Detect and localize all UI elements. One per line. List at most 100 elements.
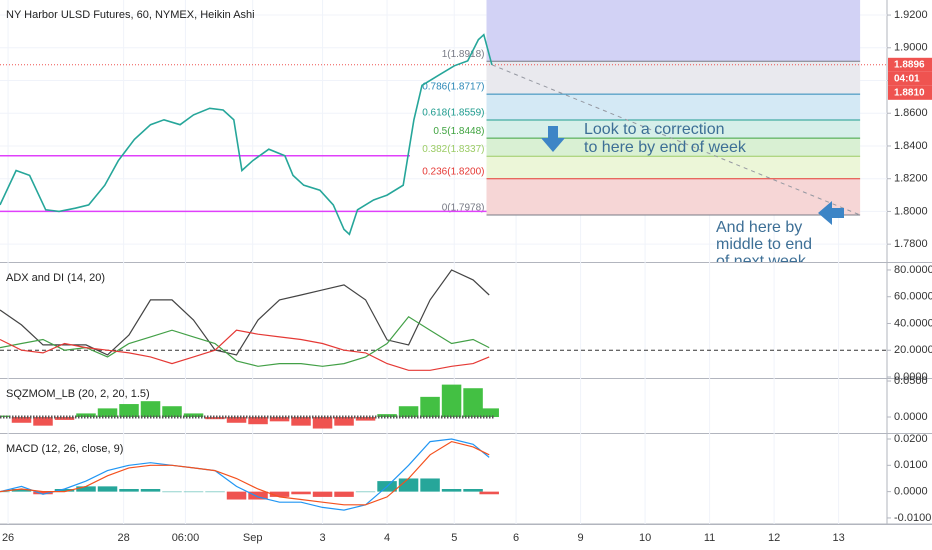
y-tick-label: 60.0000 [894, 291, 932, 303]
countdown-text: 04:01 [894, 73, 920, 84]
fib-label: 0.382(1.8337) [422, 144, 484, 155]
fib-label: 0.5(1.8448) [433, 126, 484, 137]
histogram-bar [0, 415, 10, 418]
line-series [0, 329, 490, 371]
y-tick-label: 80.0000 [894, 264, 932, 276]
x-tick-label: 11 [704, 532, 715, 544]
annotation-text: of next week [716, 253, 807, 270]
y-tick-label: 0.0200 [894, 433, 928, 445]
y-tick-label: 1.8600 [894, 107, 928, 119]
histogram-bar [119, 404, 139, 418]
histogram-bar [226, 417, 247, 423]
histogram-bar [420, 478, 440, 492]
line-series [0, 269, 490, 356]
histogram-bar [97, 486, 118, 492]
y-tick-label: 0.0500 [894, 375, 928, 387]
y-tick-label: 0.0100 [894, 459, 928, 471]
histogram-bar [205, 417, 225, 420]
histogram-bar [183, 491, 204, 493]
line-series [0, 440, 490, 506]
histogram-bar [140, 489, 161, 492]
second-price-label: 1.8810 [894, 87, 925, 98]
y-tick-label: 1.9000 [894, 42, 928, 54]
annotation-text: And here by [716, 219, 802, 236]
fib-top-band [486, 0, 861, 62]
y-tick-label: 0.0000 [894, 371, 928, 383]
trend-line [491, 64, 861, 216]
panel: 1(1.8918) 0.786(1.8717) 0.618(1.8559) 0.5(1… [0, 0, 887, 270]
histogram-bar [355, 417, 376, 421]
y-tick-label: 40.0000 [894, 317, 932, 329]
histogram-bar [463, 489, 483, 492]
histogram-bar [334, 417, 354, 426]
last-price-marker [888, 57, 932, 72]
fib-label: 1(1.8918) [442, 49, 485, 60]
fib-band [486, 61, 861, 95]
y-tick-label: 1.8200 [894, 173, 928, 185]
x-tick-label: 6 [513, 532, 519, 544]
y-tick-label: 1.8000 [894, 205, 928, 217]
y-tick-label: 1.9200 [894, 9, 928, 21]
fib-label: 0.786(1.8717) [422, 82, 484, 93]
fib-band [486, 119, 861, 139]
y-tick-label: 1.8400 [894, 140, 928, 152]
arrow-down [541, 126, 565, 152]
fib-band [486, 138, 861, 157]
y-tick-label: 1.7800 [894, 238, 928, 250]
histogram-bar [162, 406, 182, 418]
second-price-marker [888, 85, 932, 100]
y-tick-label: -0.0100 [894, 512, 931, 524]
histogram-bar [54, 489, 75, 492]
annotation-text: middle to end [716, 236, 812, 253]
histogram-bar [463, 388, 483, 418]
fib-label: 0(1.7978) [442, 203, 485, 214]
arrow-left [818, 201, 844, 225]
histogram-bar [420, 396, 440, 418]
histogram-bar [355, 491, 376, 493]
annotation-text: Look to a correction [584, 121, 725, 138]
histogram-bar [183, 413, 204, 418]
fib-label: 0.236(1.8200) [422, 166, 484, 177]
histogram-bar [291, 417, 311, 426]
histogram-bar [479, 408, 499, 418]
x-tick-label: Sep [243, 532, 263, 544]
panel-title: NY Harbor ULSD Futures, 60, NYMEX, Heiki… [6, 9, 255, 21]
y-tick-label: 0.0000 [894, 411, 928, 423]
histogram-bar [398, 406, 419, 418]
line-series [0, 33, 493, 236]
x-tick-label: 5 [451, 532, 457, 544]
line-series [0, 438, 490, 511]
histogram-bar [312, 417, 333, 429]
last-price-label: 1.8896 [894, 59, 925, 70]
histogram-bar [33, 491, 53, 495]
histogram-bar [441, 489, 462, 492]
panel-title: MACD (12, 26, close, 9) [6, 443, 123, 455]
x-tick-label: 13 [832, 532, 844, 544]
histogram-bar [398, 478, 419, 492]
x-tick-label: 06:00 [172, 532, 200, 544]
histogram-bar [312, 491, 333, 497]
panel-title: SQZMOM_LB (20, 2, 20, 1.5) [6, 388, 150, 400]
histogram-bar [76, 413, 96, 418]
countdown [888, 71, 932, 86]
x-tick-label: 10 [639, 532, 651, 544]
histogram-bar [226, 491, 247, 500]
histogram-bar [248, 417, 268, 425]
y-tick-label: 0.0000 [894, 486, 928, 498]
x-tick-label: 3 [319, 532, 325, 544]
x-tick-label: 12 [768, 532, 780, 544]
fib-band [486, 178, 861, 216]
line-series [0, 316, 490, 367]
histogram-bar [205, 491, 225, 493]
histogram-bar [76, 486, 96, 492]
x-tick-label: 9 [578, 532, 584, 544]
histogram-bar [97, 408, 118, 418]
y-tick-label: 20.0000 [894, 344, 932, 356]
x-tick-label: 26 [2, 532, 14, 544]
histogram-bar [162, 491, 182, 493]
x-tick-label: 4 [384, 532, 390, 544]
histogram-bar [0, 491, 10, 493]
histogram-bar [291, 491, 311, 495]
